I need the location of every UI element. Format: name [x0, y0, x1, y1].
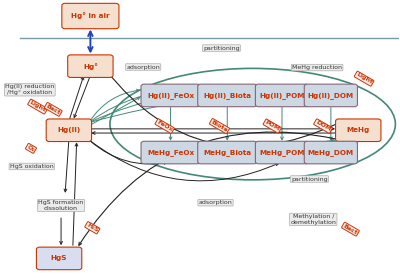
Text: partitioning: partitioning [291, 176, 328, 181]
FancyBboxPatch shape [256, 141, 308, 164]
Text: MeHg_FeOx: MeHg_FeOx [147, 149, 194, 156]
FancyBboxPatch shape [304, 84, 358, 107]
Text: Light: Light [355, 72, 373, 85]
Text: Bact: Bact [342, 223, 358, 235]
Text: MeHg_Biota: MeHg_Biota [203, 149, 251, 156]
Text: MeHg_DOM: MeHg_DOM [308, 149, 354, 156]
Text: Hg(II) reduction
/Hg° oxidation: Hg(II) reduction /Hg° oxidation [5, 85, 54, 95]
FancyBboxPatch shape [46, 119, 92, 141]
Text: Hg(II)_POM: Hg(II)_POM [259, 92, 305, 99]
Text: HgS: HgS [51, 255, 67, 262]
Text: Methylation /
demethylation: Methylation / demethylation [290, 214, 336, 225]
Text: Bact: Bact [45, 103, 61, 115]
Text: Hg(II)_DOM: Hg(II)_DOM [308, 92, 354, 99]
FancyBboxPatch shape [198, 84, 257, 107]
Text: Hg(II)_Biota: Hg(II)_Biota [203, 92, 251, 99]
Text: H₂S: H₂S [86, 222, 99, 233]
Text: MeHg: MeHg [347, 127, 370, 133]
Text: POM: POM [264, 120, 280, 132]
Text: partitioning: partitioning [203, 46, 240, 51]
Text: Light: Light [28, 100, 47, 113]
Text: MeHg reduction: MeHg reduction [292, 65, 342, 70]
Text: Hg(II): Hg(II) [57, 127, 80, 133]
Text: HgS formation
dissolution: HgS formation dissolution [38, 200, 84, 211]
FancyBboxPatch shape [256, 84, 308, 107]
FancyBboxPatch shape [336, 119, 381, 141]
Text: adsorption: adsorption [126, 64, 160, 69]
Text: FeOx: FeOx [156, 120, 174, 133]
FancyBboxPatch shape [198, 141, 257, 164]
Text: MeHg_POM: MeHg_POM [259, 149, 305, 156]
Text: adsorption: adsorption [199, 200, 232, 205]
FancyBboxPatch shape [68, 55, 113, 78]
FancyBboxPatch shape [141, 84, 200, 107]
FancyBboxPatch shape [304, 141, 358, 164]
Text: HgS oxidation: HgS oxidation [10, 164, 54, 169]
FancyBboxPatch shape [141, 141, 200, 164]
Text: O₂: O₂ [26, 144, 36, 153]
Text: Hg(II)_FeOx: Hg(II)_FeOx [147, 92, 194, 99]
Text: Biota: Biota [210, 119, 229, 133]
Text: Hg° in air: Hg° in air [71, 13, 110, 20]
FancyBboxPatch shape [36, 247, 82, 270]
Text: DOM: DOM [314, 120, 332, 132]
FancyBboxPatch shape [62, 3, 119, 29]
Text: Hg°: Hg° [83, 63, 98, 70]
